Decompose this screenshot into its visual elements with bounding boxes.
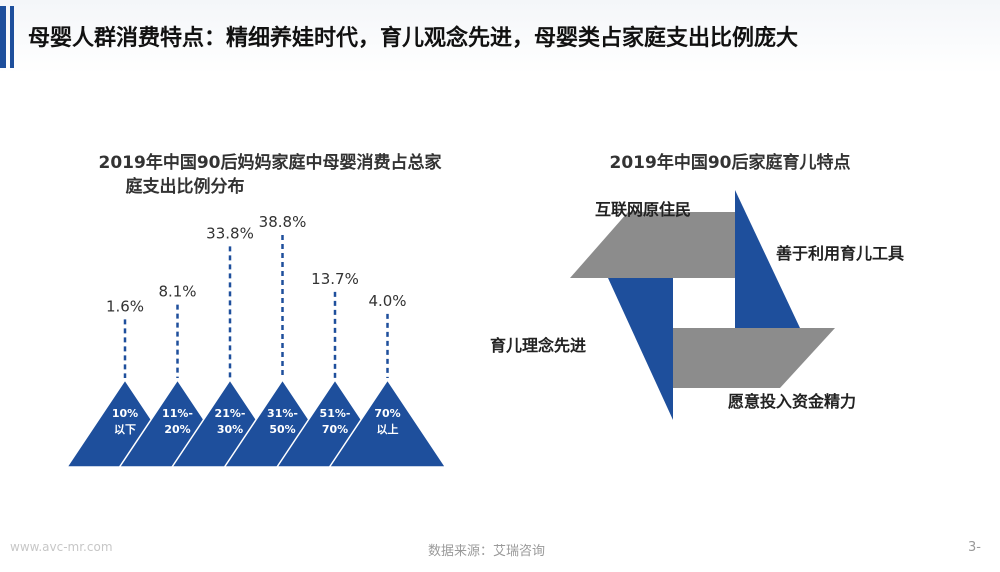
label-use-tools: 善于利用育儿工具 — [776, 244, 905, 263]
chart-title-line2: 庭支出比例分布 — [125, 177, 245, 197]
value-label: 1.6% — [106, 297, 144, 315]
category-label: 70% — [374, 407, 400, 420]
page-number: 3- — [968, 540, 981, 555]
page-title: 母婴人群消费特点：精细养娃时代，育儿观念先进，母婴类占家庭支出比例庞大 — [28, 26, 799, 51]
value-label: 33.8% — [206, 224, 254, 242]
blue-parallelogram-left — [608, 278, 673, 420]
category-label: 30% — [217, 423, 243, 436]
category-label: 20% — [164, 423, 190, 436]
category-label: 51%- — [320, 407, 351, 420]
label-internet-natives: 互联网原住民 — [595, 200, 692, 219]
blue-parallelogram-right — [735, 190, 800, 328]
value-label: 8.1% — [158, 283, 196, 301]
category-label: 10% — [112, 407, 138, 420]
value-label: 38.8% — [259, 213, 307, 231]
category-label: 50% — [269, 423, 295, 436]
title-bar: 母婴人群消费特点：精细养娃时代，育儿观念先进，母婴类占家庭支出比例庞大 — [0, 0, 1000, 74]
category-label: 以下 — [114, 423, 136, 436]
value-label: 13.7% — [311, 270, 359, 288]
label-invest-resources: 愿意投入资金精力 — [728, 392, 857, 411]
bar-triangle — [328, 378, 447, 468]
category-label: 21%- — [215, 407, 246, 420]
category-label: 31%- — [267, 407, 298, 420]
category-label: 以上 — [377, 422, 399, 436]
title-accent-bar — [0, 6, 6, 68]
data-source: 数据来源：艾瑞咨询 — [428, 544, 546, 559]
parenting-traits-diagram — [570, 190, 835, 420]
category-label: 70% — [322, 423, 348, 436]
label-advanced-ideas: 育儿理念先进 — [490, 336, 587, 355]
gray-parallelogram-bottom — [673, 328, 835, 388]
chart-title-line1: 2019年中国90后妈妈家庭中母婴消费占总家 — [98, 153, 442, 173]
value-label: 4.0% — [368, 292, 406, 310]
category-label: 11%- — [162, 407, 193, 420]
diagram-title: 2019年中国90后家庭育儿特点 — [609, 153, 851, 173]
gray-parallelogram-top — [570, 212, 735, 278]
consumption-ratio-chart: 1.6% 10% 以下 8.1% 11%- 20% 33.8% 21%- 30% 38.8% 31%… — [65, 213, 447, 468]
watermark: www.avc-mr.com — [10, 540, 113, 554]
title-accent-bar-thin — [10, 6, 14, 68]
